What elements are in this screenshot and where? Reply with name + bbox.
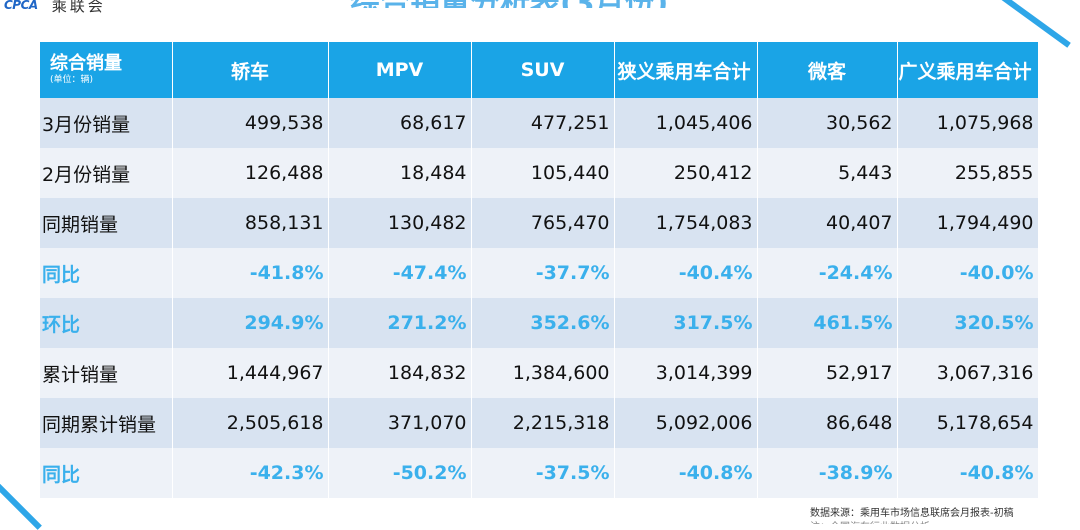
table-row: 同比 -42.3% -50.2% -37.5% -40.8% -38.9% -40.8% [40, 448, 1039, 498]
table-cell: 499,538 [172, 98, 329, 148]
logo: CPCA 乘联会 [4, 0, 106, 15]
table-cell: -40.0% [897, 248, 1039, 298]
table-cell: 271.2% [328, 298, 472, 348]
table-cell: -24.4% [757, 248, 898, 298]
table-cell: 320.5% [897, 298, 1039, 348]
table-cell: 1,794,490 [897, 198, 1039, 248]
table-cell: 352.6% [471, 298, 615, 348]
table-cell: 30,562 [757, 98, 898, 148]
table-row: 同期累计销量 2,505,618 371,070 2,215,318 5,092,006… [40, 398, 1039, 448]
table-cell: 184,832 [328, 348, 472, 398]
column-header: 狭义乘用车合计 [614, 42, 758, 98]
table-cell: 1,444,967 [172, 348, 329, 398]
table-row: 3月份销量 499,538 68,617 477,251 1,045,406 30,562… [40, 98, 1039, 148]
table-cell: 5,092,006 [614, 398, 758, 448]
table-cell: -50.2% [328, 448, 472, 498]
table-cell: -42.3% [172, 448, 329, 498]
table-cell: 1,045,406 [614, 98, 758, 148]
table-cell: 52,917 [757, 348, 898, 398]
corner-title: 综合销量 [50, 52, 122, 74]
row-label: 环比 [40, 298, 173, 348]
table-row: 2月份销量 126,488 18,484 105,440 250,412 5,443 255… [40, 148, 1039, 198]
column-header: 广义乘用车合计 [897, 42, 1039, 98]
table-cell: 255,855 [897, 148, 1039, 198]
table-row: 累计销量 1,444,967 184,832 1,384,600 3,014,399 52… [40, 348, 1039, 398]
table-row: 环比 294.9% 271.2% 352.6% 317.5% 461.5% 320.5% [40, 298, 1039, 348]
table-cell: 294.9% [172, 298, 329, 348]
table-cell: 40,407 [757, 198, 898, 248]
table-cell: -40.4% [614, 248, 758, 298]
table-cell: 2,505,618 [172, 398, 329, 448]
row-label: 3月份销量 [40, 98, 173, 148]
table-cell: 5,178,654 [897, 398, 1039, 448]
table-cell: 68,617 [328, 98, 472, 148]
column-header: SUV [471, 42, 615, 98]
table-cell: 461.5% [757, 298, 898, 348]
table-cell: 477,251 [471, 98, 615, 148]
table-cell: 5,443 [757, 148, 898, 198]
row-label: 同期销量 [40, 198, 173, 248]
row-label: 同比 [40, 448, 173, 498]
sales-table: 综合销量 (单位：辆) 轿车 MPV SUV 狭义乘用车合计 微客 广义乘用车合… [40, 42, 1039, 498]
table-cell: 130,482 [328, 198, 472, 248]
table-cell: 3,014,399 [614, 348, 758, 398]
decorative-corner-line-bottom [0, 476, 42, 530]
table-cell: -37.5% [471, 448, 615, 498]
table-cell: 1,075,968 [897, 98, 1039, 148]
table-cell: 371,070 [328, 398, 472, 448]
table-row: 同比 -41.8% -47.4% -37.7% -40.4% -24.4% -40.0% [40, 248, 1039, 298]
data-source-note: 数据来源：乘用车市场信息联席会月报表-初稿 [810, 508, 1014, 519]
row-label: 同比 [40, 248, 173, 298]
table-cell: -47.4% [328, 248, 472, 298]
table-cell: 858,131 [172, 198, 329, 248]
row-label: 同期累计销量 [40, 398, 173, 448]
table-cell: 86,648 [757, 398, 898, 448]
table-cell: 317.5% [614, 298, 758, 348]
table-cell: -40.8% [897, 448, 1039, 498]
table-cell: -37.7% [471, 248, 615, 298]
column-header: MPV [328, 42, 472, 98]
table-cell: 1,754,083 [614, 198, 758, 248]
data-source-note-line2: 注：全国汽车行业数据分析 [810, 518, 930, 524]
table-cell: 126,488 [172, 148, 329, 198]
table-cell: 765,470 [471, 198, 615, 248]
table-cell: 18,484 [328, 148, 472, 198]
table-cell: -38.9% [757, 448, 898, 498]
table-cell: -41.8% [172, 248, 329, 298]
page-title: 综合销量分析表(3月份) [350, 0, 750, 8]
table-row: 同期销量 858,131 130,482 765,470 1,754,083 40,407… [40, 198, 1039, 248]
table-header-row: 综合销量 (单位：辆) 轿车 MPV SUV 狭义乘用车合计 微客 广义乘用车合… [40, 42, 1039, 98]
corner-header: 综合销量 (单位：辆) [40, 42, 173, 98]
table-cell: -40.8% [614, 448, 758, 498]
logo-text: 乘联会 [51, 0, 106, 15]
table-cell: 105,440 [471, 148, 615, 198]
row-label: 2月份销量 [40, 148, 173, 198]
column-header: 微客 [757, 42, 898, 98]
column-header: 轿车 [172, 42, 329, 98]
table-cell: 2,215,318 [471, 398, 615, 448]
decorative-corner-line [994, 0, 1071, 48]
logo-mark: CPCA [4, 0, 38, 12]
table-cell: 250,412 [614, 148, 758, 198]
corner-unit: (单位：辆) [50, 74, 94, 85]
row-label: 累计销量 [40, 348, 173, 398]
table-cell: 1,384,600 [471, 348, 615, 398]
table-cell: 3,067,316 [897, 348, 1039, 398]
